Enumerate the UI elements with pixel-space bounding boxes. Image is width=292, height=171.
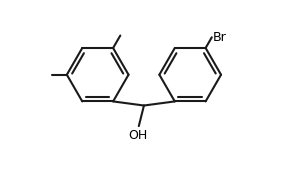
Text: OH: OH xyxy=(128,129,147,142)
Text: Br: Br xyxy=(213,31,227,44)
